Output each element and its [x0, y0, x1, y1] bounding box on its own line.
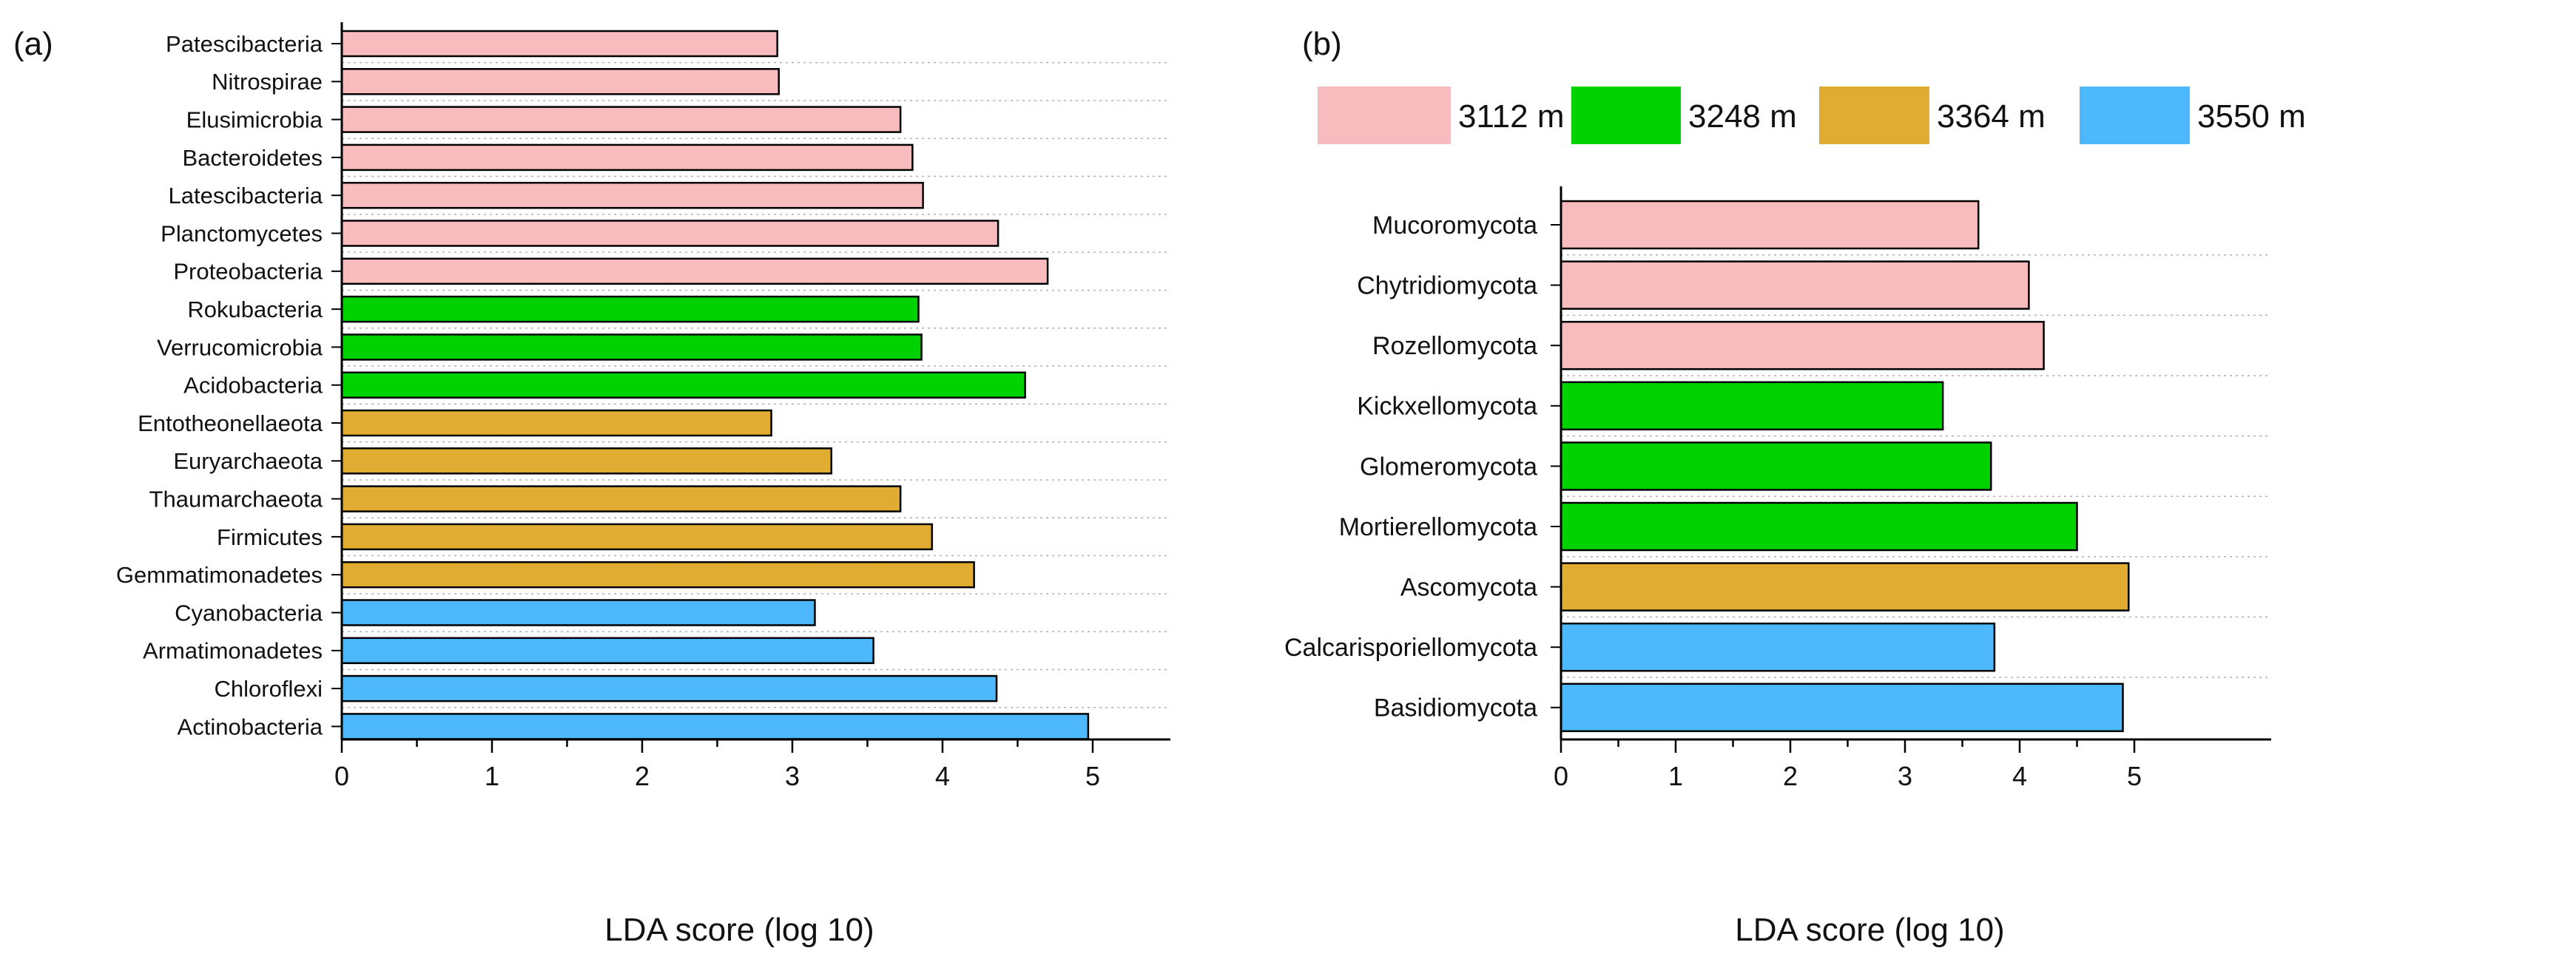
category-label: Ascomycota [1400, 574, 1537, 602]
category-label: Rokubacteria [187, 297, 323, 322]
bar [340, 674, 998, 702]
bar [340, 220, 999, 247]
category-label: Patescibacteria [166, 31, 323, 57]
x-tick-label: 3 [785, 761, 800, 791]
x-tick-label: 1 [485, 761, 499, 791]
bar [340, 713, 1090, 740]
bar [340, 447, 833, 475]
x-tick-label: 0 [1554, 761, 1568, 791]
bar [340, 106, 902, 133]
x-axis-label: LDA score (log 10) [604, 912, 874, 948]
category-label: Bacteroidetes [182, 145, 323, 171]
bar [1560, 441, 1992, 491]
category-label: Latescibacteria [168, 183, 323, 209]
bar [340, 295, 920, 323]
x-tick-label: 4 [935, 761, 950, 791]
category-label: Calcarisporiellomycota [1284, 634, 1537, 662]
category-label: Mortierellomycota [1339, 513, 1537, 541]
bar [1560, 381, 1944, 431]
x-tick-label: 2 [635, 761, 650, 791]
category-label: Verrucomicrobia [157, 334, 323, 360]
legend-swatch [2080, 87, 2190, 144]
category-label: Nitrospirae [212, 69, 323, 95]
legend-label: 3248 m [1688, 98, 1797, 135]
category-label: Entotheonellaeota [138, 410, 323, 436]
x-tick-label: 2 [1783, 761, 1798, 791]
bar [340, 485, 902, 512]
x-tick-label: 5 [1085, 761, 1100, 791]
bar [340, 599, 816, 626]
x-tick-label: 1 [1668, 761, 1683, 791]
category-label: Mucoromycota [1372, 211, 1537, 240]
category-label: Rozellomycota [1372, 332, 1537, 360]
category-label: Proteobacteria [173, 259, 323, 285]
category-label: Firmicutes [217, 524, 323, 550]
bar [340, 181, 924, 209]
bar [1560, 260, 2030, 310]
category-label: Planctomycetes [161, 220, 323, 246]
category-label: Euryarchaeota [173, 448, 323, 474]
category-label: Basidiomycota [1374, 694, 1537, 722]
category-label: Armatimonadetes [143, 638, 323, 664]
bar [1560, 320, 2045, 370]
bar [340, 68, 780, 95]
x-tick-label: 0 [334, 761, 349, 791]
legend-swatch [1571, 87, 1681, 144]
bar [340, 143, 914, 172]
panel-label: (a) [13, 26, 53, 62]
category-label: Chloroflexi [215, 676, 323, 702]
category-label: Cyanobacteria [175, 600, 323, 626]
category-label: Glomeromycota [1360, 453, 1537, 481]
x-tick-label: 4 [2012, 761, 2027, 791]
x-axis-label: LDA score (log 10) [1735, 912, 2004, 948]
bar [1560, 622, 1996, 672]
bar [340, 371, 1026, 399]
x-tick-label: 3 [1898, 761, 1912, 791]
legend-label: 3112 m [1458, 98, 1565, 135]
legend-label: 3364 m [1937, 98, 2046, 135]
bar [1560, 562, 2130, 612]
bar [340, 637, 874, 665]
bar [340, 257, 1049, 285]
category-label: Kickxellomycota [1357, 393, 1537, 421]
bar [1560, 200, 1980, 250]
category-label: Acidobacteria [183, 373, 323, 399]
bar [1560, 683, 2124, 733]
category-label: Elusimicrobia [186, 106, 323, 132]
category-label: Thaumarchaeota [149, 486, 323, 512]
panel-label: (b) [1302, 26, 1342, 62]
bar [340, 409, 772, 437]
category-label: Gemmatimonadetes [116, 562, 323, 588]
legend-swatch [1318, 87, 1451, 144]
bar [340, 523, 934, 551]
legend-label: 3550 m [2197, 98, 2306, 135]
bar [1560, 501, 2078, 552]
bar [340, 30, 778, 58]
legend-swatch [1819, 87, 1929, 144]
bar [340, 333, 923, 361]
category-label: Actinobacteria [178, 714, 323, 739]
x-tick-label: 5 [2127, 761, 2142, 791]
category-label: Chytridiomycota [1357, 272, 1537, 300]
bar [340, 561, 975, 589]
